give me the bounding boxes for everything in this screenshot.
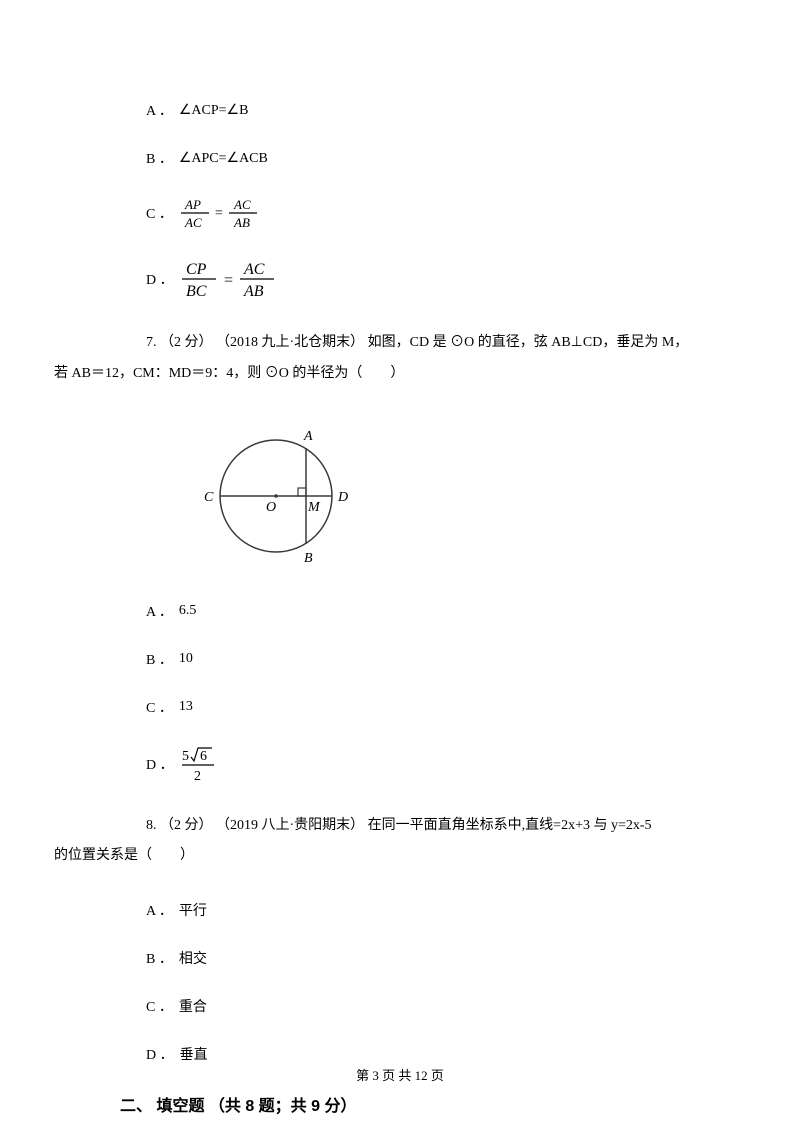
svg-text:B: B (304, 551, 313, 566)
question-number: 8. (146, 818, 157, 833)
svg-text:5: 5 (182, 749, 189, 764)
option-label: A ． (146, 100, 173, 120)
option-text: 10 (179, 651, 193, 667)
fraction-value: 5 6 2 (180, 745, 224, 783)
q6-option-b: B ． ∠APC=∠ACB (100, 148, 700, 168)
svg-text:A: A (303, 429, 313, 444)
q7-option-d: D ． 5 6 2 (100, 745, 700, 783)
section-2-header: 二、 填空题 （共 8 题；共 9 分） (100, 1092, 700, 1116)
option-text: ∠ACP=∠B (179, 102, 249, 119)
option-label: A ． (146, 900, 173, 920)
question-source: （2019 八上·贵阳期末） (216, 818, 364, 833)
option-text: 平行 (179, 900, 207, 920)
svg-text:=: = (224, 272, 233, 289)
question-text-line2: 的位置关系是（ ） (54, 841, 194, 872)
option-text: 6.5 (179, 603, 197, 619)
svg-text:C: C (204, 490, 214, 505)
frac-den1: BC (186, 283, 207, 300)
option-label: C ． (146, 996, 173, 1016)
option-label: C ． (146, 203, 173, 223)
frac-den2: AB (243, 283, 264, 300)
q6-option-a: A ． ∠ACP=∠B (100, 100, 700, 120)
svg-text:6: 6 (200, 749, 207, 764)
question-text: 在同一平面直角坐标系中,直线=2x+3 与 y=2x-5 (368, 818, 652, 833)
q8-option-b: B ． 相交 (100, 948, 700, 968)
fraction-equation: CP BC = AC AB (180, 258, 290, 300)
svg-text:D: D (337, 490, 348, 505)
question-number: 7. (146, 335, 157, 350)
frac-num2: AC (243, 261, 265, 278)
q7-figure: A B C D O M (200, 418, 700, 573)
page-footer: 第 3 页 共 12 页 (0, 1065, 800, 1084)
option-text: 13 (179, 699, 193, 715)
svg-text:2: 2 (194, 769, 201, 783)
svg-text:=: = (215, 206, 223, 221)
question-points: （2 分） (160, 335, 213, 350)
q8-option-c: C ． 重合 (100, 996, 700, 1016)
q6-option-d: D ． CP BC = AC AB (100, 258, 700, 300)
option-text: ∠APC=∠ACB (179, 150, 268, 167)
svg-text:O: O (266, 500, 276, 515)
option-text: 重合 (179, 996, 207, 1016)
fraction-equation: AP AC = AC AB (179, 196, 279, 230)
page-content: A ． ∠ACP=∠B B ． ∠APC=∠ACB C ． AP AC = AC… (0, 0, 800, 1116)
svg-text:M: M (307, 500, 321, 515)
option-label: D ． (146, 754, 174, 774)
option-label: D ． (146, 269, 174, 289)
frac-den1: AC (184, 215, 202, 230)
q8-stem: 8. （2 分） （2019 八上·贵阳期末） 在同一平面直角坐标系中,直线=2… (100, 811, 700, 873)
option-label: D ． (146, 1044, 174, 1064)
option-label: A ． (146, 601, 173, 621)
option-text: 相交 (179, 948, 207, 968)
option-label: B ． (146, 948, 173, 968)
question-points: （2 分） (160, 818, 213, 833)
frac-num1: AP (184, 197, 201, 212)
frac-den2: AB (233, 215, 250, 230)
question-text: 如图，CD 是 ⊙O 的直径，弦 AB⊥CD，垂足为 M， (368, 335, 689, 350)
q6-option-c: C ． AP AC = AC AB (100, 196, 700, 230)
q7-option-b: B ． 10 (100, 649, 700, 669)
frac-num1: CP (186, 261, 207, 278)
question-text-line2: 若 AB＝12，CM：MD＝9：4，则 ⊙O 的半径为（ ） (54, 359, 404, 390)
option-label: B ． (146, 148, 173, 168)
frac-num2: AC (233, 197, 251, 212)
option-label: B ． (146, 649, 173, 669)
option-text: 垂直 (180, 1044, 208, 1064)
q7-option-c: C ． 13 (100, 697, 700, 717)
q8-option-a: A ． 平行 (100, 900, 700, 920)
q7-option-a: A ． 6.5 (100, 601, 700, 621)
q8-option-d: D ． 垂直 (100, 1044, 700, 1064)
q7-stem: 7. （2 分） （2018 九上·北仓期末） 如图，CD 是 ⊙O 的直径，弦… (100, 328, 700, 390)
question-source: （2018 九上·北仓期末） (216, 335, 364, 350)
option-label: C ． (146, 697, 173, 717)
